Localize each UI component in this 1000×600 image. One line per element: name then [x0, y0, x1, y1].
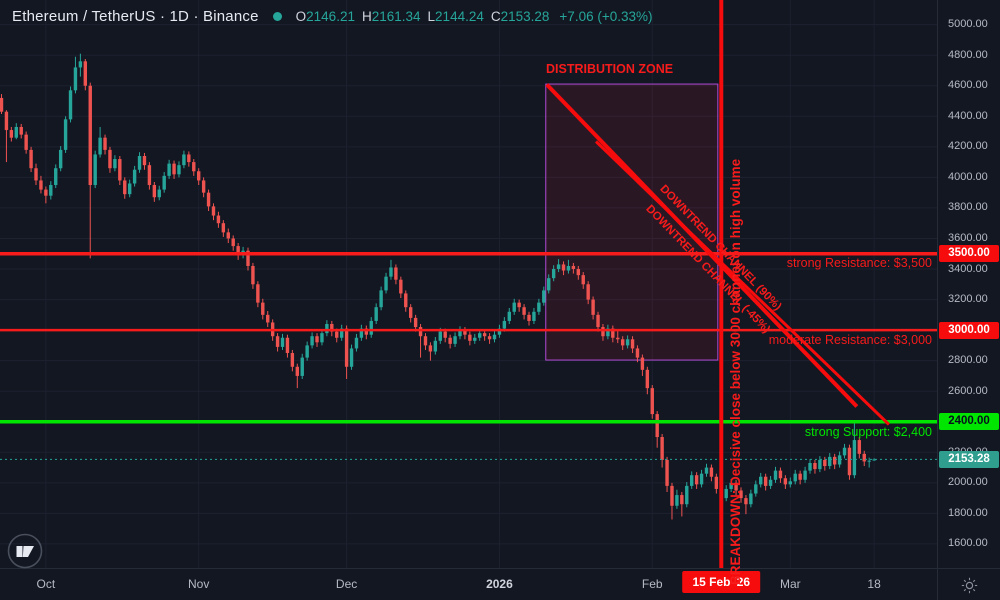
ohlc-label: O2146.21: [295, 9, 355, 24]
price-badge-2400.00: 2400.00: [939, 413, 999, 431]
downtrend-channel-line-2[interactable]: [595, 140, 890, 426]
time-tick-label: Dec: [335, 577, 358, 591]
time-tick-label: Feb: [641, 577, 663, 591]
strong-support-label: strong Support: $2,400: [804, 425, 932, 439]
price-tick-label: 4400.00: [948, 109, 988, 122]
breakdown-annotation-label: BREAKDOWN: Decisive close below 3000 cha…: [728, 158, 743, 585]
ohlc-label: H2161.34: [361, 9, 421, 24]
ohlc-label: C2153.28: [490, 9, 550, 24]
price-tick-label: 3200.00: [948, 293, 988, 306]
sun-theme-icon[interactable]: [961, 577, 978, 594]
price-axis[interactable]: 5000.00 4800.00 4600.00 4400.00 4200.00 4000.…: [937, 0, 1000, 568]
chart-header: Ethereum / TetherUS · 1D · Binance O2146…: [12, 8, 653, 25]
time-axis[interactable]: 15 Feb '26 Oct Nov Dec 2026 Feb Mar 18: [0, 568, 937, 600]
market-status-dot-icon: [272, 12, 282, 21]
price-tick-label: 5000.00: [948, 18, 988, 31]
time-tick-label: Oct: [36, 577, 56, 591]
price-tick-label: 2800.00: [948, 354, 988, 367]
price-tick-label: 3400.00: [948, 262, 988, 275]
symbol-title[interactable]: Ethereum / TetherUS · 1D · Binance: [12, 8, 259, 25]
moderate-resistance-label: moderate Resistance: $3,000: [768, 333, 932, 347]
candlestick-series: [0, 53, 876, 520]
grid: [0, 0, 937, 568]
distribution-zone-label: DISTRIBUTION ZONE: [546, 62, 674, 76]
price-tick-label: 1600.00: [948, 537, 988, 550]
distribution-zone-box[interactable]: [545, 83, 719, 361]
ohlc-value: 2153.28: [500, 9, 550, 24]
price-tick-label: 3800.00: [948, 201, 988, 214]
price-tick-label: 4800.00: [948, 48, 988, 61]
time-tick-label: Nov: [188, 577, 210, 591]
price-tick-label: 3600.00: [948, 231, 988, 244]
price-tick-label: 2000.00: [948, 476, 988, 489]
price-tick-label: 4000.00: [948, 170, 988, 183]
change-value: +7.06 (+0.33%): [559, 9, 653, 24]
ohlc-value: 2144.24: [435, 9, 484, 24]
ohlc-values: O2146.21 H2161.34 L2144.24 C2153.28: [296, 9, 550, 24]
chart-pane[interactable]: [0, 0, 937, 568]
tradingview-logo[interactable]: [6, 532, 44, 570]
price-tick-label: 4200.00: [948, 140, 988, 153]
ohlc-value: 2161.34: [371, 9, 421, 24]
price-badge-3000.00: 3000.00: [939, 321, 999, 339]
ohlc-value: 2146.21: [306, 9, 355, 24]
ohlc-label: L2144.24: [427, 9, 484, 24]
event-date-badge: 15 Feb '26: [682, 571, 761, 593]
time-tick-label: Mar: [779, 577, 801, 591]
price-badge-2153.28: 2153.28: [939, 450, 999, 468]
price-tick-label: 1800.00: [948, 506, 988, 519]
time-tick-label: 2026: [486, 577, 513, 591]
strong-resistance-label: strong Resistance: $3,500: [786, 256, 932, 270]
price-tick-label: 4600.00: [948, 79, 988, 92]
price-tick-label: 2600.00: [948, 384, 988, 397]
price-badge-3500.00: 3500.00: [939, 245, 999, 263]
axis-corner: [937, 568, 1000, 600]
time-tick-label: 18: [867, 577, 881, 591]
